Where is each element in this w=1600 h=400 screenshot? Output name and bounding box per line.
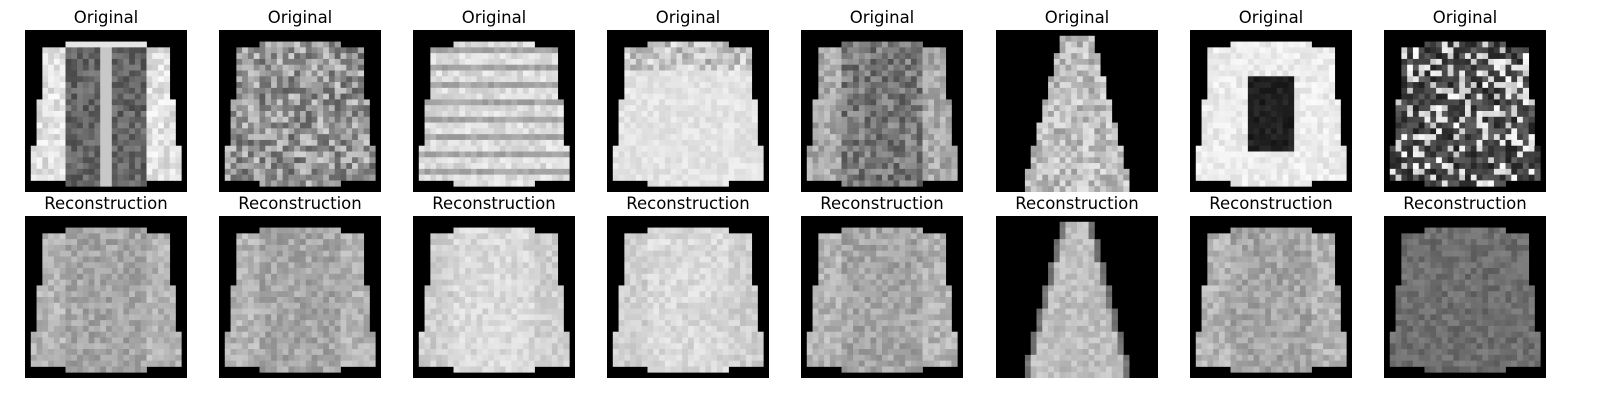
reconstruction-title: Reconstruction	[1015, 194, 1139, 213]
original-image	[219, 30, 381, 192]
reconstruction-panel-1: Reconstruction	[25, 192, 187, 378]
reconstruction-garment-image	[224, 227, 376, 373]
original-panel-5: Original	[801, 6, 963, 192]
reconstruction-image	[801, 216, 963, 378]
original-panel-3: Original	[413, 6, 575, 192]
original-title: Original	[267, 8, 333, 27]
reconstruction-panel-7: Reconstruction	[1190, 192, 1352, 378]
original-title: Original	[1238, 8, 1304, 27]
original-garment-image	[418, 41, 570, 187]
reconstruction-title: Reconstruction	[1403, 194, 1527, 213]
reconstruction-garment-image	[1024, 221, 1130, 378]
reconstruction-title: Reconstruction	[432, 194, 556, 213]
original-garment-image	[30, 41, 182, 187]
reconstruction-image	[25, 216, 187, 378]
original-image	[996, 30, 1158, 192]
original-image	[25, 30, 187, 192]
reconstruction-title: Reconstruction	[626, 194, 750, 213]
reconstruction-image	[1384, 216, 1546, 378]
original-garment-image	[1024, 35, 1130, 192]
original-panel-7: Original	[1190, 6, 1352, 192]
original-garment-image	[1389, 41, 1541, 187]
original-title: Original	[1432, 8, 1498, 27]
reconstruction-image	[607, 216, 769, 378]
original-title: Original	[1044, 8, 1110, 27]
reconstruction-garment-image	[1389, 227, 1541, 373]
original-title: Original	[849, 8, 915, 27]
reconstruction-image	[219, 216, 381, 378]
original-garment-image	[224, 41, 376, 187]
original-panel-6: Original	[996, 6, 1158, 192]
original-garment-image	[806, 41, 958, 187]
reconstruction-image	[996, 216, 1158, 378]
original-image	[801, 30, 963, 192]
original-image	[413, 30, 575, 192]
original-panel-1: Original	[25, 6, 187, 192]
original-garment-image	[612, 41, 764, 187]
original-image	[607, 30, 769, 192]
original-title: Original	[461, 8, 527, 27]
reconstruction-image	[1190, 216, 1352, 378]
reconstruction-garment-image	[30, 227, 182, 373]
reconstruction-panel-8: Reconstruction	[1384, 192, 1546, 378]
reconstruction-title: Reconstruction	[1209, 194, 1333, 213]
reconstruction-panel-6: Reconstruction	[996, 192, 1158, 378]
reconstruction-title: Reconstruction	[238, 194, 362, 213]
original-image	[1384, 30, 1546, 192]
original-garment-image	[1195, 41, 1347, 187]
original-panel-8: Original	[1384, 6, 1546, 192]
original-title: Original	[73, 8, 139, 27]
reconstruction-garment-image	[418, 227, 570, 373]
reconstruction-title: Reconstruction	[44, 194, 168, 213]
reconstruction-title: Reconstruction	[820, 194, 944, 213]
reconstruction-panel-3: Reconstruction	[413, 192, 575, 378]
original-panel-2: Original	[219, 6, 381, 192]
original-title: Original	[655, 8, 721, 27]
reconstruction-panel-4: Reconstruction	[607, 192, 769, 378]
reconstruction-panel-2: Reconstruction	[219, 192, 381, 378]
reconstruction-image	[413, 216, 575, 378]
reconstruction-garment-image	[1195, 227, 1347, 373]
reconstruction-garment-image	[612, 227, 764, 373]
original-panel-4: Original	[607, 6, 769, 192]
reconstruction-garment-image	[806, 227, 958, 373]
reconstruction-panel-5: Reconstruction	[801, 192, 963, 378]
original-image	[1190, 30, 1352, 192]
